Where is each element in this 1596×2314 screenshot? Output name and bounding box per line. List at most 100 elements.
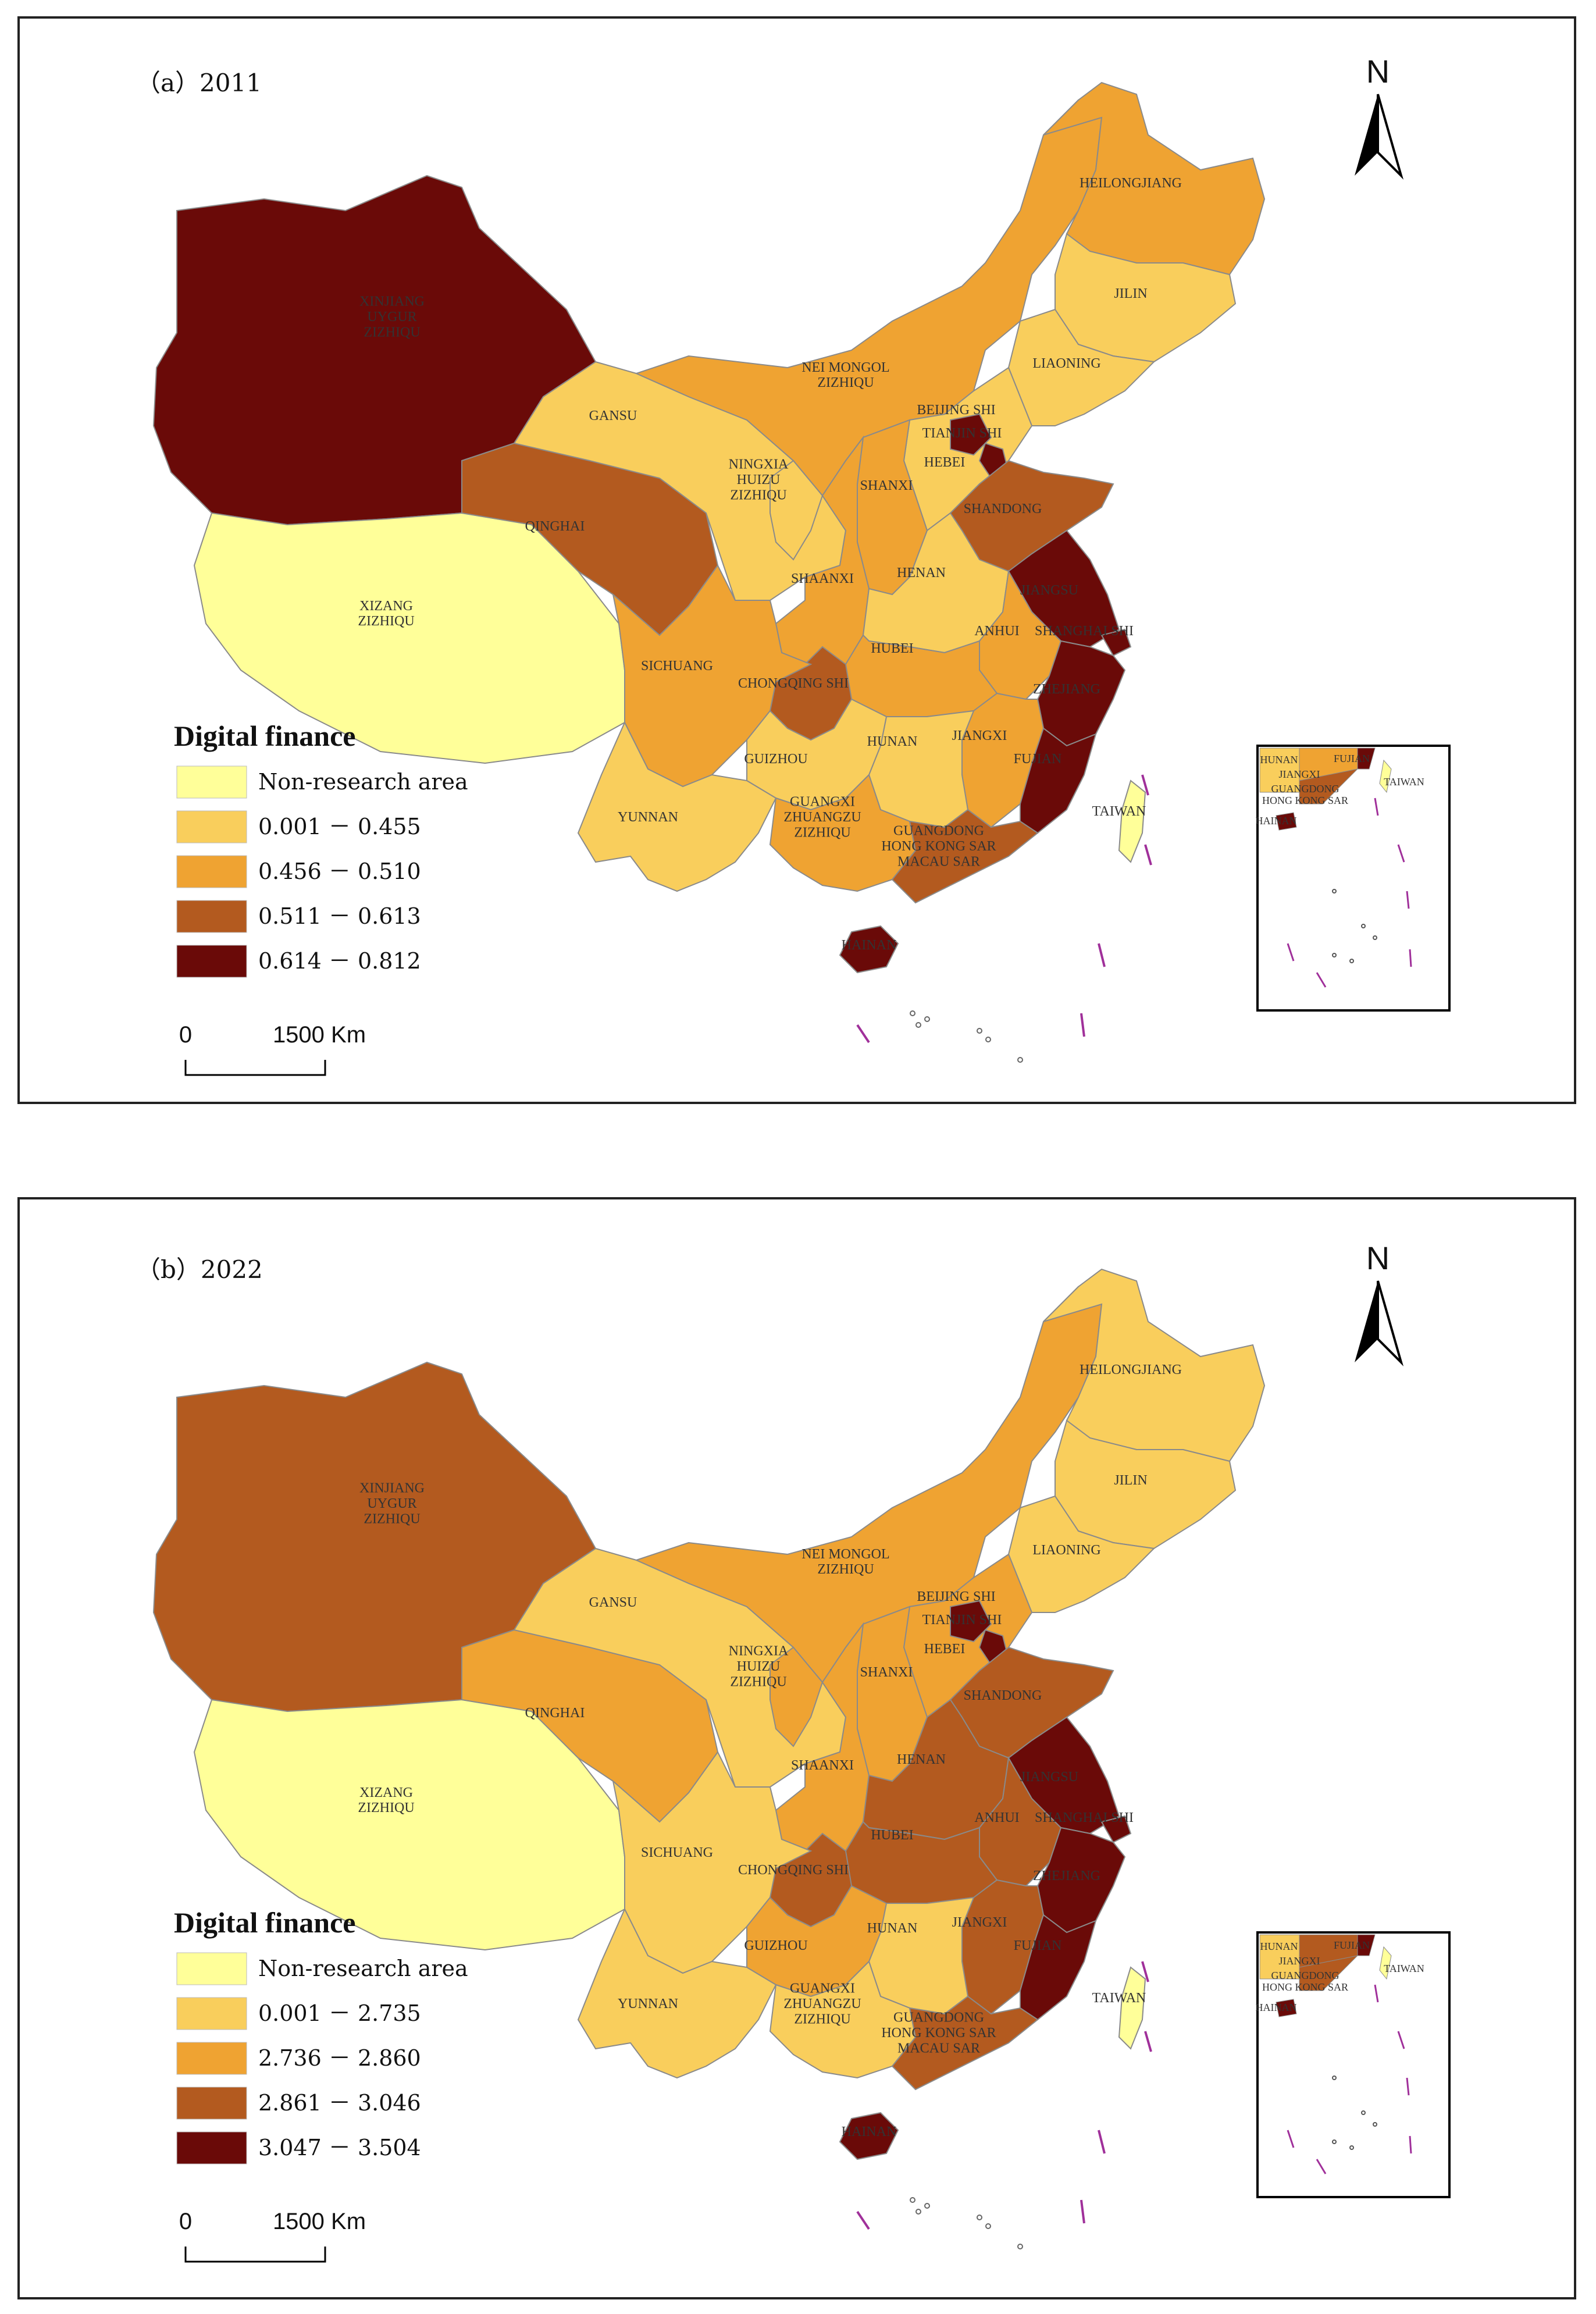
- province-label-zhejiang: ZHEJIANG: [1033, 1868, 1100, 1884]
- legend-label: 3.047 － 3.504: [258, 2135, 421, 2160]
- province-label-anhui: ANHUI: [974, 624, 1019, 639]
- province-label-fujian: FUJIAN: [1014, 1938, 1062, 1953]
- legend-swatch: [176, 810, 247, 843]
- province-hainan: [839, 2112, 899, 2160]
- legend-title: Digital finance: [174, 1906, 355, 1939]
- province-label-sichuan: SICHUANG: [641, 1845, 713, 1860]
- province-label-beijing: BEIJING SHI: [917, 1589, 995, 1604]
- province-label-ningxia: NINGXIA HUIZU ZIZHIQU: [729, 1644, 789, 1690]
- province-label-heilongjiang: HEILONGJIANG: [1080, 1362, 1182, 1377]
- inset-label-hainan: HAINAN: [1256, 815, 1297, 827]
- province-beijing: [950, 413, 992, 456]
- legend-swatch: [176, 855, 247, 888]
- legend: Digital finance Non-research area 0.001 － …: [174, 1906, 468, 2165]
- inset-label-taiwan: TAIWAN: [1384, 1963, 1424, 1974]
- inset-label-guangdong: GUANGDONG HONG KONG SAR: [1262, 783, 1348, 806]
- legend-swatch: [176, 2087, 247, 2120]
- province-label-gansu: GANSU: [589, 1595, 637, 1610]
- scale-bar: 0 1500 Km: [179, 2209, 366, 2263]
- map-panel-2011: （a）2011 XINJIANG UYGUR ZIZHIQU XIZANG ZIZHIQU…: [17, 16, 1576, 1104]
- province-label-guangdong: GUANGDONG HONG KONG SAR MACAU SAR: [881, 2010, 996, 2056]
- panel-title: （b）2022: [136, 1255, 263, 1284]
- legend-label: 0.001 － 2.735: [258, 2000, 421, 2026]
- province-beijing: [950, 1600, 992, 1643]
- legend-label: Non-research area: [258, 769, 468, 795]
- province-label-xinjiang: XINJIANG UYGUR ZIZHIQU: [359, 1481, 425, 1527]
- province-ningxia: [770, 460, 824, 561]
- province-label-henan: HENAN: [897, 1752, 946, 1767]
- province-label-chongqing: CHONGQING SHI: [738, 1863, 849, 1878]
- south-sea-islands: [910, 1010, 1023, 1063]
- province-label-guangxi: GUANGXI ZHUANGZU ZIZHIQU: [783, 1981, 861, 2027]
- inset-label-jiangxi: JIANGXI: [1279, 768, 1320, 780]
- province-label-jiangxi: JIANGXI: [952, 1915, 1007, 1930]
- province-guangdong: [891, 1995, 1039, 2091]
- province-label-qinghai: QINGHAI: [525, 519, 585, 534]
- province-label-beijing: BEIJING SHI: [917, 403, 995, 418]
- legend-label: 0.511 － 0.613: [258, 903, 421, 929]
- legend-label: Non-research area: [258, 1956, 468, 1981]
- inset-label-hainan: HAINAN: [1256, 2002, 1297, 2013]
- maritime-boundary-lines: [856, 774, 1152, 1044]
- province-label-ningxia: NINGXIA HUIZU ZIZHIQU: [729, 457, 789, 503]
- province-shanghai: [1100, 628, 1132, 657]
- province-taiwan: [1118, 779, 1146, 863]
- north-label: N: [1366, 53, 1390, 90]
- china-province-map: [152, 81, 1266, 974]
- province-label-liaoning: LIAONING: [1032, 1543, 1100, 1558]
- inset-label-hunan: HUNAN: [1260, 754, 1298, 766]
- province-label-hainan: HAINAN: [842, 938, 897, 953]
- inset-label-fujian: FUJIAN: [1334, 1939, 1370, 1951]
- province-label-taiwan: TAIWAN: [1092, 1991, 1146, 2006]
- scale-start-label: 0: [179, 2209, 192, 2234]
- scale-bar: 0 1500 Km: [179, 1022, 366, 1076]
- province-label-shanxi: SHANXI: [860, 478, 913, 493]
- province-labels: XINJIANG UYGUR ZIZHIQU XIZANG ZIZHIQU QINGHAI…: [358, 1362, 1182, 2139]
- province-label-shandong: SHANDONG: [964, 501, 1042, 517]
- north-arrow-icon: N: [1355, 53, 1404, 180]
- province-label-sichuan: SICHUANG: [641, 658, 713, 674]
- province-label-taiwan: TAIWAN: [1092, 804, 1146, 819]
- panel-title: （a）2011: [136, 69, 262, 97]
- province-label-jilin: JILIN: [1114, 286, 1147, 301]
- province-label-neimongol: NEI MONGOL ZIZHIQU: [801, 360, 889, 390]
- province-label-shaanxi: SHAANXI: [791, 1758, 854, 1773]
- inset-label-taiwan: TAIWAN: [1384, 776, 1424, 788]
- province-label-fujian: FUJIAN: [1014, 752, 1062, 767]
- province-label-yunnan: YUNNAN: [618, 810, 678, 825]
- province-label-tianjin: TIANJIN SHI: [922, 426, 1002, 441]
- province-label-yunnan: YUNNAN: [618, 1996, 678, 2012]
- province-label-heilongjiang: HEILONGJIANG: [1080, 176, 1182, 191]
- legend-swatch: [176, 766, 247, 799]
- province-shanghai: [1100, 1815, 1132, 1843]
- province-label-zhejiang: ZHEJIANG: [1033, 682, 1100, 697]
- legend-swatch: [176, 945, 247, 978]
- province-label-hainan: HAINAN: [842, 2124, 897, 2139]
- province-label-guangxi: GUANGXI ZHUANGZU ZIZHIQU: [783, 795, 861, 841]
- province-label-shanghai: SHANGHAI SHI: [1035, 1810, 1134, 1825]
- province-label-liaoning: LIAONING: [1032, 356, 1100, 371]
- province-label-tianjin: TIANJIN SHI: [922, 1612, 1002, 1628]
- province-label-jiangsu: JIANGSU: [1020, 583, 1078, 598]
- province-label-jilin: JILIN: [1114, 1473, 1147, 1488]
- province-label-jiangxi: JIANGXI: [952, 728, 1007, 743]
- scale-start-label: 0: [179, 1022, 192, 1048]
- province-label-hubei: HUBEI: [871, 1828, 913, 1843]
- legend-label: 0.614 － 0.812: [258, 948, 421, 974]
- south-china-sea-inset: HUNAN FUJIAN JIANGXI TAIWAN GUANGDONG HONG KO…: [1256, 1931, 1451, 2198]
- legend-label: 0.001 － 0.455: [258, 814, 421, 839]
- inset-label-hunan: HUNAN: [1260, 1941, 1298, 1952]
- province-label-hunan: HUNAN: [867, 734, 918, 749]
- province-taiwan: [1118, 1966, 1146, 2050]
- legend-label: 2.861 － 3.046: [258, 2090, 421, 2116]
- maritime-boundary-lines: [856, 1961, 1152, 2230]
- province-fujian: [1020, 727, 1097, 834]
- legend-swatch: [176, 2042, 247, 2075]
- province-label-xizang: XIZANG ZIZHIQU: [358, 1785, 414, 1815]
- inset-label-jiangxi: JIANGXI: [1279, 1955, 1320, 1967]
- province-label-henan: HENAN: [897, 565, 946, 581]
- scale-end-label: 1500 Km: [273, 1022, 366, 1048]
- legend: Digital finance Non-research area 0.001 － …: [174, 720, 468, 978]
- legend-swatch: [176, 1997, 247, 2030]
- south-sea-islands: [910, 2197, 1023, 2249]
